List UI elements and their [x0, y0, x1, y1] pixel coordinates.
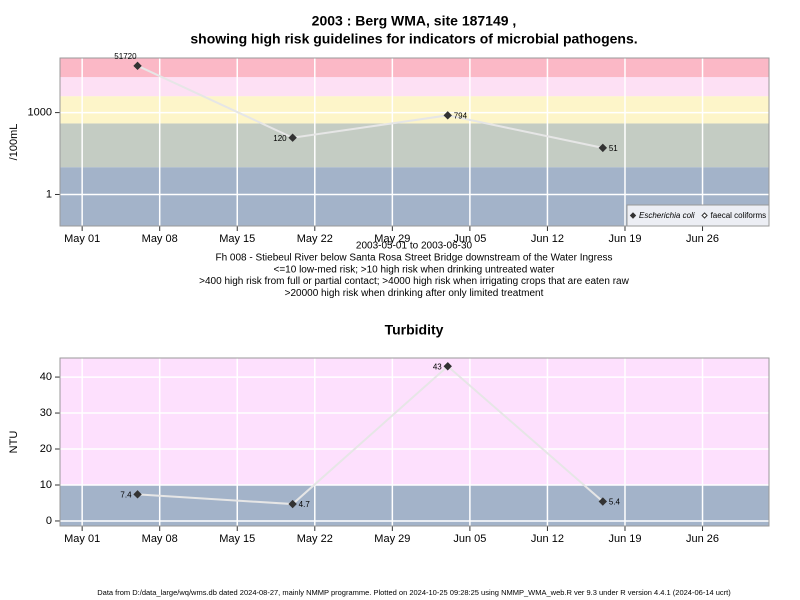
legend-marker: [701, 212, 708, 219]
legend-label: Escherichia coli: [639, 211, 695, 220]
risk-band: [60, 484, 769, 526]
data-label: 794: [454, 111, 468, 120]
note: <=10 low-med risk; >10 high risk when dr…: [274, 264, 556, 275]
data-label: 120: [273, 134, 287, 143]
x-tick-label: Jun 26: [686, 233, 719, 245]
x-tick-label: Jun 05: [453, 233, 486, 245]
x-tick-label: Jun 19: [608, 233, 641, 245]
plot-frame: [59, 357, 770, 527]
x-tick-label: May 08: [142, 533, 178, 545]
risk-band: [60, 96, 769, 124]
note: Fh 008 - Stiebeul River below Santa Rosa…: [215, 253, 612, 264]
x-tick-label: May 29: [374, 533, 410, 545]
data-label: 43: [433, 362, 442, 371]
data-point: [598, 497, 608, 506]
data-point: [288, 499, 297, 509]
series-line: [137, 364, 604, 506]
x-tick-label: May 01: [64, 233, 100, 245]
x-tick-label: May 22: [297, 233, 333, 245]
data-label: 7.4: [120, 490, 132, 499]
legend-marker: [629, 212, 637, 219]
x-tick-label: Jun 12: [531, 233, 564, 245]
risk-band: [60, 358, 769, 485]
risk-band: [60, 123, 769, 168]
y-axis-label: NTU: [8, 431, 20, 454]
plot-frame: [59, 57, 770, 227]
y-tick-label: 40: [40, 371, 52, 383]
note: >400 high risk from full or partial cont…: [199, 276, 629, 287]
x-axis-label: 2003-05-01 to 2003-06-30: [356, 241, 473, 252]
y-tick-label: 30: [40, 407, 52, 419]
note: >20000 high risk when drinking after onl…: [285, 288, 544, 299]
x-tick-label: May 15: [219, 233, 255, 245]
data-point: [288, 133, 297, 142]
data-label: 51: [609, 144, 618, 153]
x-tick-label: May 29: [374, 233, 410, 245]
y-tick-label: 10: [40, 479, 52, 491]
y-axis-label: /100mL: [8, 124, 20, 161]
chart-title: Turbidity: [385, 322, 444, 338]
risk-band: [60, 58, 769, 78]
data-point: [133, 61, 142, 71]
x-tick-label: May 01: [64, 533, 100, 545]
data-label: 51720: [114, 52, 137, 61]
chart-title: showing high risk guidelines for indicat…: [190, 31, 637, 47]
y-tick-label: 1000: [28, 106, 52, 118]
data-point: [598, 143, 608, 153]
y-tick-label: 20: [40, 443, 52, 455]
data-point: [443, 111, 452, 120]
data-label: 4.7: [299, 500, 311, 509]
x-tick-label: May 22: [297, 533, 333, 545]
data-label: 5.4: [609, 498, 621, 507]
data-point: [443, 362, 452, 371]
x-tick-label: Jun 26: [686, 533, 719, 545]
footer: Data from D:/data_large/wq/wms.db dated …: [97, 588, 731, 597]
series-line: [137, 64, 604, 149]
x-tick-label: May 15: [219, 533, 255, 545]
legend-box: [626, 204, 770, 227]
data-point: [133, 490, 142, 499]
x-tick-label: May 08: [142, 233, 178, 245]
x-tick-label: Jun 12: [531, 533, 564, 545]
y-tick-label: 1: [46, 188, 52, 200]
y-tick-label: 0: [46, 515, 52, 527]
chart-title: 2003 : Berg WMA, site 187149 ,: [312, 13, 517, 29]
x-tick-label: Jun 05: [453, 533, 486, 545]
x-tick-label: Jun 19: [608, 533, 641, 545]
legend-label: faecal coliforms: [711, 211, 767, 220]
